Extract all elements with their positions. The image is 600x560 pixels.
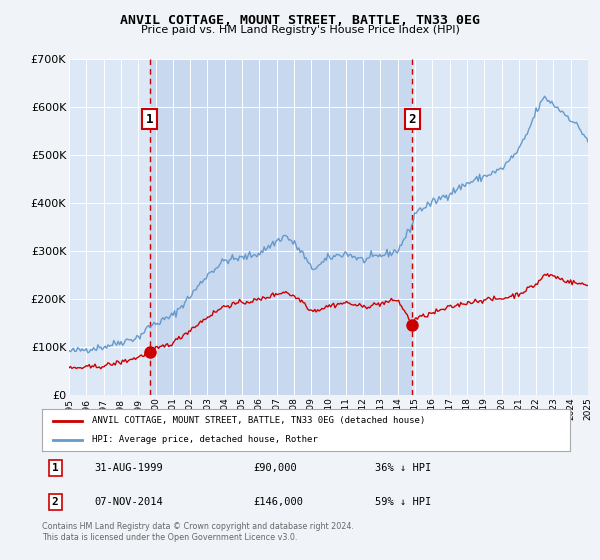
- Text: 07-NOV-2014: 07-NOV-2014: [95, 497, 164, 507]
- Text: 1: 1: [146, 113, 154, 126]
- Text: 2: 2: [52, 497, 59, 507]
- Text: HPI: Average price, detached house, Rother: HPI: Average price, detached house, Roth…: [92, 435, 318, 445]
- Text: This data is licensed under the Open Government Licence v3.0.: This data is licensed under the Open Gov…: [42, 533, 298, 542]
- Text: ANVIL COTTAGE, MOUNT STREET, BATTLE, TN33 0EG: ANVIL COTTAGE, MOUNT STREET, BATTLE, TN3…: [120, 14, 480, 27]
- Text: 1: 1: [52, 463, 59, 473]
- Text: 36% ↓ HPI: 36% ↓ HPI: [374, 463, 431, 473]
- Text: £90,000: £90,000: [253, 463, 297, 473]
- Text: Contains HM Land Registry data © Crown copyright and database right 2024.: Contains HM Land Registry data © Crown c…: [42, 522, 354, 531]
- Text: 2: 2: [409, 113, 416, 126]
- Text: 31-AUG-1999: 31-AUG-1999: [95, 463, 164, 473]
- Text: ANVIL COTTAGE, MOUNT STREET, BATTLE, TN33 0EG (detached house): ANVIL COTTAGE, MOUNT STREET, BATTLE, TN3…: [92, 416, 425, 425]
- Text: 59% ↓ HPI: 59% ↓ HPI: [374, 497, 431, 507]
- Text: Price paid vs. HM Land Registry's House Price Index (HPI): Price paid vs. HM Land Registry's House …: [140, 25, 460, 35]
- Text: £146,000: £146,000: [253, 497, 303, 507]
- Bar: [150, 59, 412, 395]
